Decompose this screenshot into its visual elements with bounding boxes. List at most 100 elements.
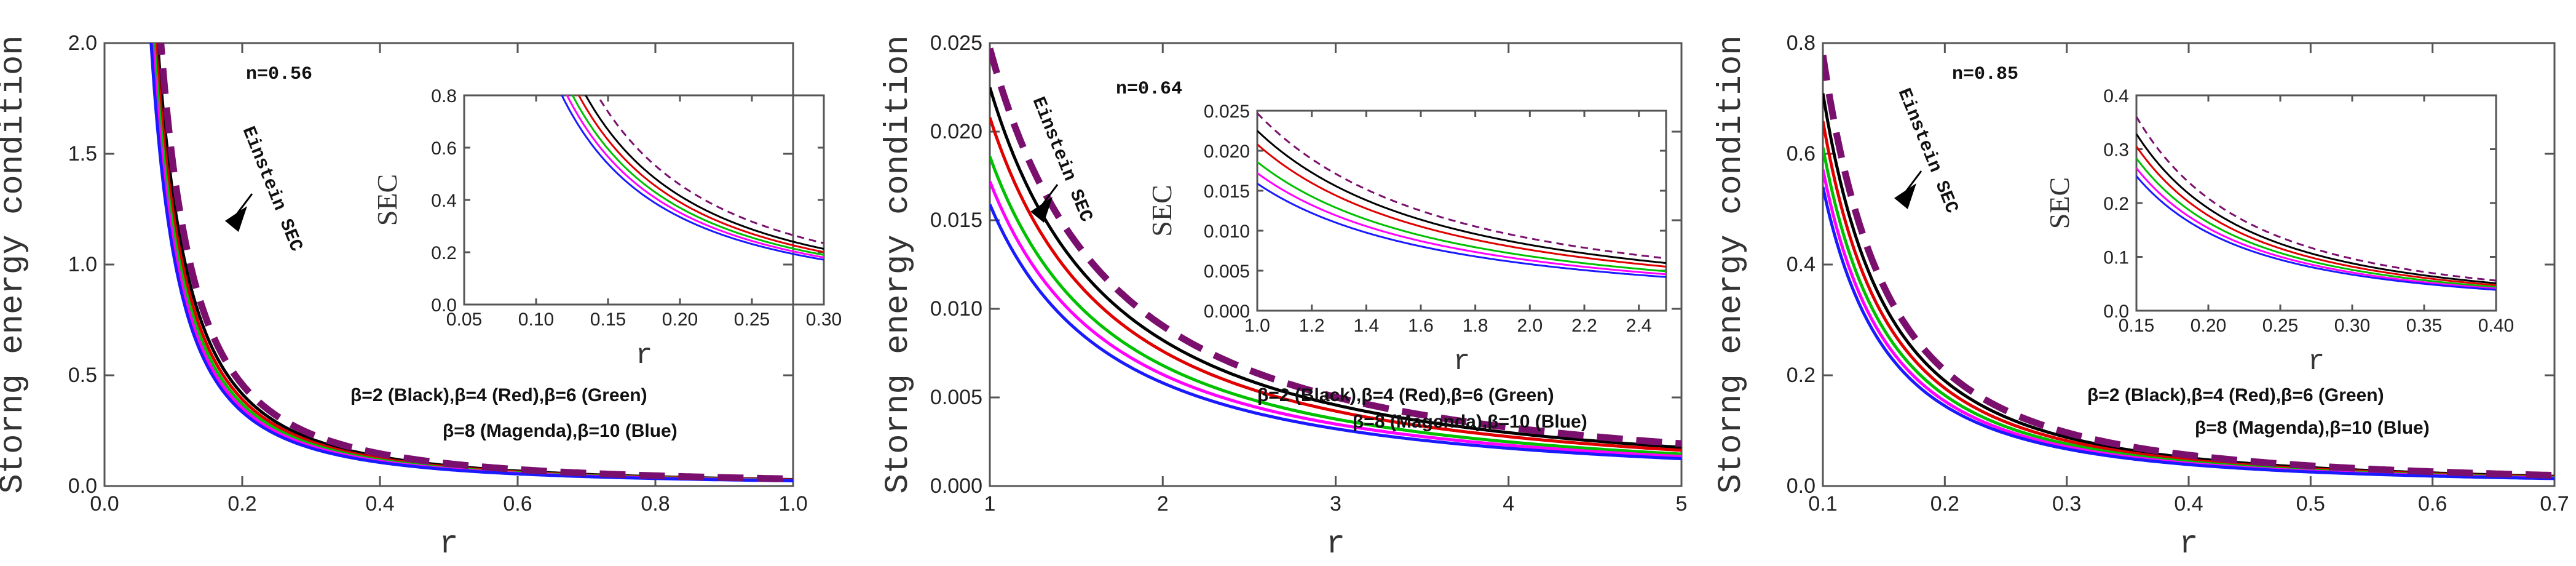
series-line--8 (151, 43, 793, 482)
annotation-arrow-icon (1030, 197, 1053, 223)
x-tick-label: 0.25 (734, 309, 770, 330)
y-tick-label: 0.015 (930, 209, 982, 232)
inset-frame (1256, 110, 1667, 312)
y-tick-label: 0.000 (1204, 301, 1250, 322)
y-tick-label: 0.2 (1787, 364, 1815, 387)
y-tick-label: 0.025 (930, 31, 982, 55)
n-value-label: n=0.85 (1952, 64, 2018, 85)
legend-line-1: β=2 (Black),β=4 (Red),β=6 (Green) (1257, 385, 1554, 405)
inset-axes-1: 0.05 0.10 0.15 0.20 0.25 0.30 0.0 0.2 0.4 0.6 0.8 r… (371, 86, 842, 372)
series-line--4 (990, 117, 1681, 452)
x-tick-label: 0.8 (641, 492, 670, 516)
x-tick-label: 1.0 (778, 492, 807, 516)
y-tick-label: 0.6 (431, 138, 457, 159)
legend-line-1: β=2 (Black),β=4 (Red),β=6 (Green) (350, 385, 647, 405)
series-line--10 (1823, 186, 2554, 480)
series-line--10 (561, 95, 824, 261)
y-axis-label: Storng energy condition (880, 35, 917, 493)
series-line-einstein-sec (1823, 54, 2554, 479)
y-tick-label: 0.3 (2103, 140, 2129, 161)
series-line-einstein-sec (1257, 112, 1666, 260)
y-tick-label: 0.4 (431, 191, 457, 211)
curves (1823, 54, 2554, 480)
x-tick-label: 0.6 (2418, 492, 2447, 516)
series-line--2 (2136, 133, 2496, 284)
series-line-einstein-sec (2136, 116, 2496, 282)
series-line--6 (1823, 147, 2554, 479)
x-tick-label: 1.0 (1244, 316, 1270, 336)
inset-x-axis-label: r (636, 340, 653, 372)
series-line--4 (1257, 143, 1666, 268)
y-tick-label: 0.4 (1787, 253, 1815, 276)
series-line--6 (571, 95, 824, 256)
series-line--10 (149, 43, 793, 482)
n-value-label: n=0.64 (1116, 79, 1182, 100)
y-tick-label: 0.000 (930, 474, 982, 498)
y-tick-label: 0.0 (68, 474, 97, 498)
inset-y-axis-label: SEC (2044, 177, 2075, 229)
y-tick-label: 0.1 (2103, 248, 2129, 268)
x-tick-label: 1 (984, 492, 996, 516)
series-line--2 (584, 95, 824, 250)
x-tick-label: 0.15 (2119, 316, 2154, 336)
main-axes-2: 1 2 3 4 5 0.000 0.005 0.010 0.015 0.020 0.025 r Stor… (880, 31, 1687, 562)
curves (2136, 116, 2496, 291)
y-axis-label: Storng energy condition (0, 35, 32, 493)
x-tick-label: 0.7 (2540, 492, 2569, 516)
annotation-arrow-icon (1894, 183, 1916, 209)
series-line--6 (1257, 161, 1666, 273)
x-tick-label: 0.2 (227, 492, 256, 516)
x-tick-label: 1.8 (1463, 316, 1488, 336)
x-tick-label: 2 (1157, 492, 1169, 516)
x-tick-label: 0.40 (2478, 316, 2514, 336)
y-tick-label: 0.010 (1204, 221, 1250, 242)
y-tick-label: 0.4 (2103, 86, 2129, 106)
x-tick-label: 0.25 (2262, 316, 2298, 336)
series-line--8 (1257, 172, 1666, 276)
main-axes-3: 0.1 0.2 0.3 0.4 0.5 0.6 0.7 0.0 0.2 0.4 0.6 0.8 r Sto… (1713, 31, 2569, 562)
plot-frame (1822, 42, 2556, 487)
x-tick-label: 0.30 (806, 309, 842, 330)
y-tick-label: 0.2 (2103, 194, 2129, 214)
x-tick-label: 0.2 (1930, 492, 1959, 516)
series-line--2 (990, 87, 1681, 449)
series-line-einstein-sec (157, 43, 793, 482)
y-tick-label: 0.020 (1204, 142, 1250, 162)
series-line--8 (566, 95, 824, 258)
x-tick-label: 1.2 (1299, 316, 1325, 336)
y-tick-label: 0.0 (2103, 301, 2129, 322)
x-tick-label: 0.0 (90, 492, 119, 516)
y-tick-label: 0.005 (1204, 261, 1250, 282)
y-tick-label: 0.0 (431, 295, 457, 316)
legend-line-2: β=8 (Magenda),β=10 (Blue) (2195, 418, 2430, 438)
x-tick-label: 0.6 (503, 492, 532, 516)
x-tick-label: 3 (1330, 492, 1341, 516)
y-tick-label: 0.6 (1787, 142, 1815, 165)
y-tick-label: 0.2 (431, 243, 457, 263)
x-tick-label: 0.5 (2296, 492, 2325, 516)
x-axis-label: r (2179, 526, 2198, 562)
inset-x-axis-label: r (1453, 346, 1471, 378)
x-axis-label: r (1326, 526, 1345, 562)
series-line--2 (1257, 130, 1666, 264)
x-tick-label: 1.6 (1408, 316, 1434, 336)
y-tick-label: 0.025 (1204, 102, 1250, 122)
y-tick-label: 1.0 (68, 253, 97, 276)
y-tick-label: 0.015 (1204, 181, 1250, 202)
curves (990, 47, 1681, 461)
x-tick-label: 0.15 (590, 309, 626, 330)
series-line--6 (2136, 157, 2496, 289)
x-tick-label: 2.2 (1571, 316, 1597, 336)
y-axis-label: Storng energy condition (1713, 35, 1750, 493)
curves (149, 43, 793, 482)
x-tick-label: 1.4 (1353, 316, 1379, 336)
x-tick-label: 0.20 (662, 309, 698, 330)
einstein-sec-label: Einstein SEC (237, 124, 306, 255)
series-line--4 (2136, 145, 2496, 287)
legend-line-1: β=2 (Black),β=4 (Red),β=6 (Green) (2087, 385, 2384, 405)
series-line--6 (152, 43, 793, 482)
annotation-arrow-icon (225, 206, 247, 232)
x-axis-label: r (439, 526, 458, 562)
series-line-einstein-sec (596, 95, 824, 244)
